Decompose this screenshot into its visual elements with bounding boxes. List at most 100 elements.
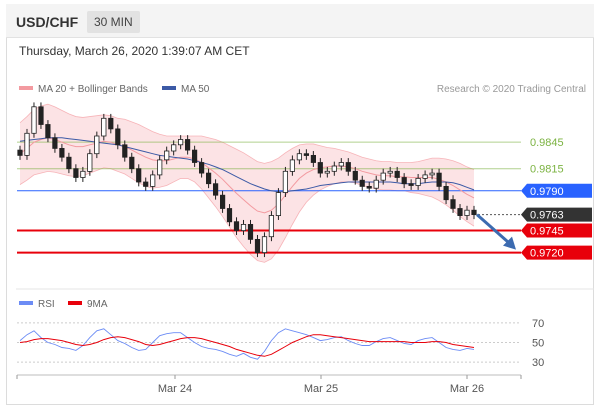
candle-body <box>408 183 414 186</box>
candle-body <box>394 170 400 178</box>
candle-body <box>115 128 121 146</box>
candle-body <box>129 156 135 170</box>
candle-body <box>387 170 393 174</box>
candle-body <box>66 156 72 170</box>
x-tick-label: Mar 24 <box>158 383 192 395</box>
candle-body <box>324 170 330 174</box>
resistance-label: 0.9815 <box>530 164 564 176</box>
candle-body <box>226 208 233 223</box>
candle-body <box>24 132 30 156</box>
candle-body <box>59 147 65 158</box>
candle-body <box>171 144 177 152</box>
candle-body <box>310 154 317 163</box>
candle-body <box>366 185 372 189</box>
candle-body <box>457 208 463 216</box>
support-label: 0.9720 <box>530 248 564 260</box>
x-tick-label: Mar 25 <box>304 383 338 395</box>
candle-body <box>268 215 275 238</box>
timeframe-button[interactable]: 30 MIN <box>87 11 140 33</box>
rsi-legend-label: RSI <box>38 299 55 310</box>
x-axis: Mar 24 Mar 25 Mar 26 <box>16 375 522 395</box>
forecast-arrow <box>476 213 516 250</box>
rsi-tick-label: 70 <box>532 318 544 330</box>
candle-body <box>443 185 449 201</box>
currency-pair-title: USD/CHF <box>16 14 79 30</box>
bands-legend-label: MA 20 + Bollinger Bands <box>38 84 148 95</box>
forecast-arrow-head <box>503 236 516 250</box>
candle-body <box>331 165 337 172</box>
pivot-label: 0.9790 <box>530 186 564 198</box>
candle-body <box>177 139 184 146</box>
support-label: 0.9745 <box>530 226 564 238</box>
candle-body <box>87 153 93 172</box>
candle-body <box>415 177 421 186</box>
current-price-label: 0.9763 <box>530 210 564 222</box>
candle-body <box>240 223 247 231</box>
candle-body <box>52 137 58 149</box>
candle-body <box>296 153 303 161</box>
candle-body <box>184 139 191 151</box>
candle-body <box>401 177 407 185</box>
current-price-box <box>521 207 592 222</box>
rsi-ma-legend-label: 9MA <box>87 299 108 310</box>
candle-body <box>282 170 289 193</box>
forecast-arrow-shaft <box>476 213 512 246</box>
candle-body <box>38 106 44 125</box>
rsi-line <box>19 328 475 360</box>
candle-body <box>73 168 79 178</box>
rsi-panel: 70 50 30 <box>17 318 544 369</box>
candle-body <box>338 162 344 167</box>
candle-body <box>275 192 282 217</box>
candle-body <box>212 183 219 196</box>
candle-body <box>164 150 170 161</box>
candle-body <box>373 179 379 189</box>
candle-body <box>108 117 114 130</box>
rsi-ma-legend-swatch <box>68 301 82 305</box>
candle-body <box>31 106 37 134</box>
candle-body <box>254 238 261 254</box>
candle-body <box>150 174 156 187</box>
candle-body <box>422 174 428 179</box>
candle-body <box>136 168 142 183</box>
candle-body <box>219 194 226 209</box>
candle-body <box>122 144 128 158</box>
candle-body <box>247 223 254 240</box>
candle-body <box>157 159 163 176</box>
candle-body <box>436 172 442 187</box>
ma50-legend-swatch <box>162 86 176 90</box>
bollinger-upper-line <box>19 103 475 170</box>
candle-body <box>17 149 23 156</box>
candle-body <box>464 209 470 216</box>
candle-body <box>45 124 51 139</box>
candle-body <box>80 170 86 178</box>
candle-body <box>352 170 358 181</box>
candle-body <box>289 159 296 172</box>
ma50-legend-label: MA 50 <box>181 84 210 95</box>
credit-label: Research © 2020 Trading Central <box>437 84 586 95</box>
resistance-label: 0.9845 <box>530 137 564 149</box>
candle-body <box>233 221 240 231</box>
x-tick-label: Mar 26 <box>450 383 484 395</box>
candle-body <box>261 236 268 253</box>
candle-body <box>101 117 107 137</box>
pivot-label-box <box>521 183 592 198</box>
candlesticks <box>17 102 477 258</box>
candle-body <box>380 172 386 181</box>
candle-body <box>471 209 477 215</box>
chart-datetime: Thursday, March 26, 2020 1:39:07 AM CET <box>19 44 250 58</box>
rsi-legend-swatch <box>19 301 33 305</box>
chart-widget <box>6 4 594 405</box>
support-label-box <box>521 245 592 260</box>
support-label-box <box>521 223 592 238</box>
rsi-ma-line <box>19 334 475 357</box>
candle-body <box>450 199 456 209</box>
candle-body <box>143 181 149 187</box>
bands-legend-swatch <box>19 86 33 90</box>
candle-body <box>205 172 212 185</box>
candle-body <box>94 135 100 155</box>
candle-body <box>345 162 351 172</box>
candle-body <box>317 162 323 174</box>
candle-body <box>303 153 310 156</box>
candle-body <box>191 149 198 163</box>
